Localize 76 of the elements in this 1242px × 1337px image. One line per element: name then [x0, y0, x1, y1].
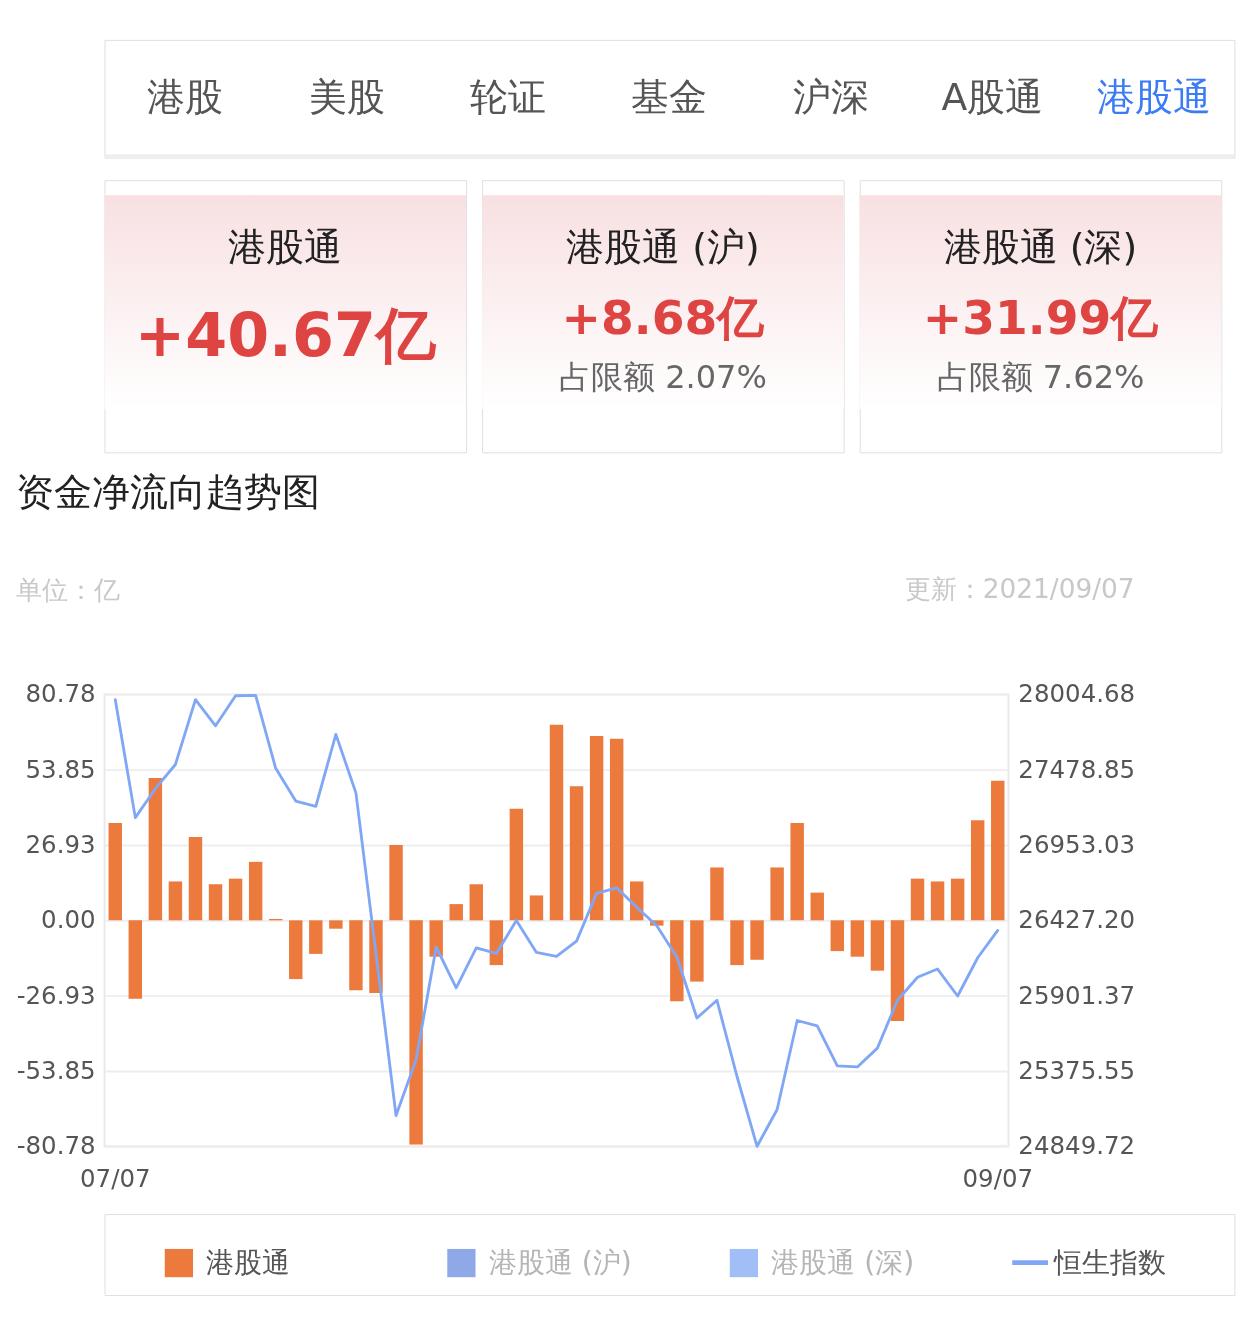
- line-series: [113, 694, 1000, 1148]
- category-label: 沪深: [792, 74, 869, 119]
- bar: [609, 738, 624, 921]
- text: 占限额 7.62%: [936, 358, 1145, 397]
- y2-tick-label: 25901.37: [1018, 980, 1136, 1010]
- bar: [248, 861, 263, 921]
- bar: [148, 777, 163, 921]
- bar: [910, 878, 925, 921]
- y2-tick-label: 28004.68: [1018, 679, 1136, 709]
- y-tick-label: -53.85: [16, 1055, 96, 1085]
- bar: [930, 881, 945, 921]
- bar: [549, 724, 564, 921]
- bar: [349, 920, 363, 991]
- bar: [168, 881, 183, 921]
- bar: [449, 904, 463, 921]
- y-tick-label: 26.93: [25, 829, 96, 859]
- bar: [750, 920, 764, 960]
- bar: [529, 895, 544, 921]
- category-label: 美股: [308, 74, 385, 119]
- category-label: 基金: [631, 74, 708, 119]
- legend-label: 港股通 (沪): [488, 1245, 632, 1279]
- chart-title: 资金净流向趋势图: [16, 470, 321, 515]
- text: 港股通 (沪): [566, 225, 760, 270]
- y2-tick-label: 26953.03: [1018, 830, 1136, 859]
- bar: [469, 884, 483, 921]
- legend-label: 港股通 (深): [771, 1245, 915, 1279]
- bar: [850, 920, 865, 957]
- text: 港股通 (深): [943, 225, 1138, 270]
- y-tick-label: -80.78: [16, 1131, 96, 1161]
- legend-label: 恒生指数: [1052, 1245, 1166, 1279]
- bar: [589, 735, 604, 921]
- bar: [108, 822, 122, 921]
- y2-tick-label: 24849.72: [1018, 1131, 1136, 1161]
- bar: [409, 920, 423, 1145]
- text: +31.99亿: [922, 289, 1160, 345]
- legend-label: 港股通: [206, 1245, 291, 1279]
- bar: [870, 920, 885, 971]
- y-tick-label: 80.78: [25, 679, 96, 709]
- bar: [569, 786, 584, 921]
- text: 港股通: [228, 225, 343, 270]
- bar: [690, 920, 704, 982]
- category-label: 轮证: [470, 74, 547, 119]
- bar: [830, 920, 845, 952]
- bar: [228, 878, 243, 921]
- bar: [188, 836, 203, 921]
- y2-tick-label: 26427.20: [1018, 905, 1136, 935]
- x-tick-label: 07/07: [79, 1164, 151, 1194]
- bar: [770, 867, 784, 921]
- y-tick-label: 53.85: [25, 754, 96, 784]
- bar: [950, 878, 965, 921]
- bar: [730, 920, 744, 966]
- bar: [208, 884, 223, 921]
- bar: [309, 920, 323, 954]
- bar: [389, 845, 403, 921]
- bar: [670, 920, 684, 1002]
- text: +8.68亿: [561, 289, 766, 345]
- bar: [970, 820, 985, 921]
- x-tick-label: 09/07: [962, 1164, 1034, 1194]
- y2-tick-label: 27478.85: [1018, 754, 1136, 784]
- bar: [991, 780, 1005, 921]
- category-label: A股通: [941, 74, 1044, 119]
- y-tick-label: -26.93: [16, 980, 96, 1010]
- bar: [710, 867, 724, 921]
- text: +40.67亿: [134, 300, 437, 371]
- y2-tick-label: 25375.55: [1018, 1055, 1136, 1085]
- category-label: 港股通: [1096, 74, 1211, 119]
- bar: [289, 920, 303, 980]
- bar: [128, 920, 143, 999]
- category-label: 港股: [147, 74, 224, 119]
- bar: [790, 822, 804, 921]
- bar: [810, 892, 824, 921]
- bar: [509, 808, 524, 921]
- text: 占限额 2.07%: [558, 358, 767, 397]
- y-tick-label: 0.00: [41, 905, 96, 935]
- bar: [329, 920, 343, 929]
- bar: [890, 920, 905, 1022]
